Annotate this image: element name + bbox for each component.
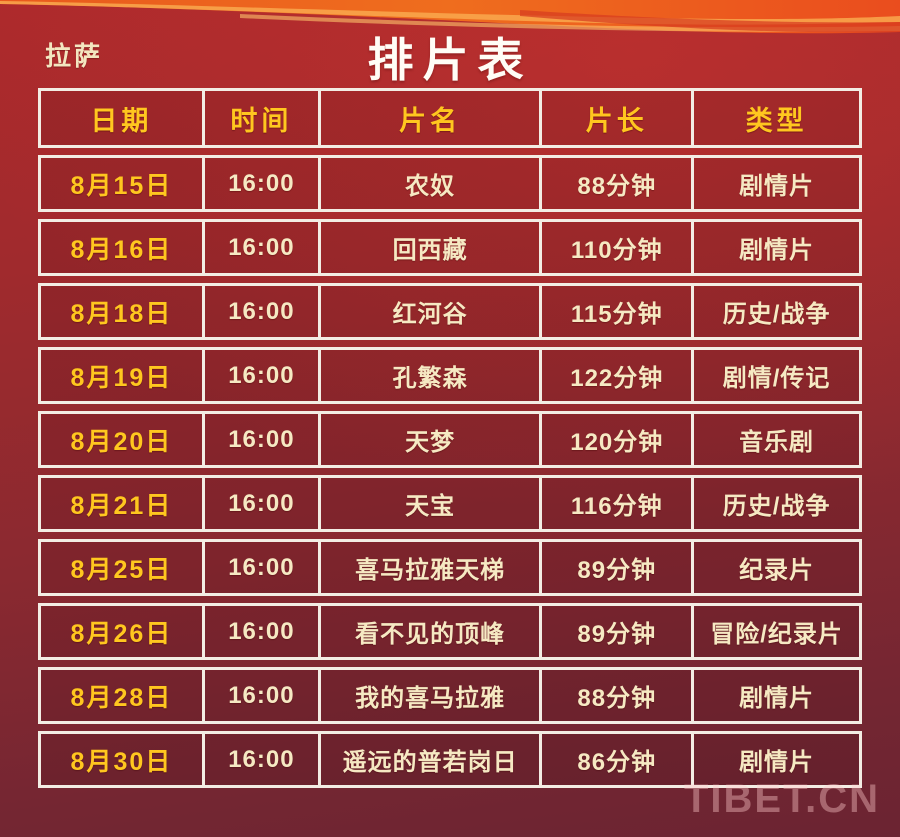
- genre-cell: 剧情/传记: [691, 350, 859, 401]
- genre-cell: 冒险/纪录片: [691, 606, 859, 657]
- time-cell: 16:00: [201, 286, 318, 337]
- genre-cell: 音乐剧: [691, 414, 859, 465]
- date-cell: 8月26日: [70, 619, 173, 648]
- date-cell: 8月18日: [70, 299, 173, 328]
- banner-swoosh-icon: [0, 0, 900, 34]
- genre-cell: 剧情片: [691, 158, 859, 209]
- duration-cell: 88分钟: [539, 670, 691, 721]
- film-title-cell: 农奴: [317, 158, 539, 209]
- column-header-film: 片名: [317, 91, 539, 145]
- film-title-cell: 遥远的普若岗日: [317, 734, 539, 785]
- table-row: 8月28日 16:00 我的喜马拉雅 88分钟 剧情片: [38, 667, 862, 724]
- date-cell: 8月16日: [70, 235, 173, 264]
- film-title-cell: 红河谷: [317, 286, 539, 337]
- table-row: 8月21日 16:00 天宝 116分钟 历史/战争: [38, 475, 862, 532]
- time-cell: 16:00: [201, 158, 318, 209]
- date-cell: 8月15日: [70, 171, 173, 200]
- time-cell: 16:00: [201, 670, 318, 721]
- table-row: 8月16日 16:00 回西藏 110分钟 剧情片: [38, 219, 862, 276]
- time-cell: 16:00: [201, 734, 318, 785]
- table-header-row: 日期 时间 片名 片长 类型: [38, 88, 862, 148]
- film-title-cell: 我的喜马拉雅: [317, 670, 539, 721]
- film-title-cell: 回西藏: [317, 222, 539, 273]
- film-title-cell: 天梦: [317, 414, 539, 465]
- time-cell: 16:00: [201, 350, 318, 401]
- time-cell: 16:00: [201, 222, 318, 273]
- time-cell: 16:00: [201, 606, 318, 657]
- date-cell: 8月19日: [70, 363, 173, 392]
- location-label: 拉萨: [45, 41, 104, 71]
- date-cell: 8月25日: [70, 555, 173, 584]
- duration-cell: 122分钟: [539, 350, 691, 401]
- column-header-time: 时间: [201, 91, 318, 145]
- film-title-cell: 喜马拉雅天梯: [317, 542, 539, 593]
- duration-cell: 120分钟: [539, 414, 691, 465]
- genre-cell: 剧情片: [691, 670, 859, 721]
- table-row: 8月19日 16:00 孔繁森 122分钟 剧情/传记: [38, 347, 862, 404]
- duration-cell: 116分钟: [539, 478, 691, 529]
- date-cell: 8月21日: [70, 491, 173, 520]
- duration-cell: 89分钟: [539, 542, 691, 593]
- table-row: 8月30日 16:00 遥远的普若岗日 86分钟 剧情片: [38, 731, 862, 788]
- duration-cell: 88分钟: [539, 158, 691, 209]
- duration-cell: 86分钟: [539, 734, 691, 785]
- genre-cell: 剧情片: [691, 222, 859, 273]
- table-row: 8月18日 16:00 红河谷 115分钟 历史/战争: [38, 283, 862, 340]
- table-row: 8月15日 16:00 农奴 88分钟 剧情片: [38, 155, 862, 212]
- column-header-date: 日期: [90, 105, 153, 136]
- page-title: 排片表: [367, 34, 533, 86]
- date-cell: 8月20日: [70, 427, 173, 456]
- time-cell: 16:00: [201, 414, 318, 465]
- table-row: 8月26日 16:00 看不见的顶峰 89分钟 冒险/纪录片: [38, 603, 862, 660]
- film-title-cell: 天宝: [317, 478, 539, 529]
- duration-cell: 115分钟: [539, 286, 691, 337]
- date-cell: 8月28日: [70, 683, 173, 712]
- genre-cell: 历史/战争: [691, 478, 859, 529]
- film-title-cell: 孔繁森: [317, 350, 539, 401]
- watermark-tibet-cn: TIBET.CN: [684, 777, 880, 821]
- duration-cell: 110分钟: [539, 222, 691, 273]
- schedule-table: 日期 时间 片名 片长 类型 8月15日 16:00 农奴 88分钟 剧情片 8…: [38, 88, 862, 788]
- date-cell: 8月30日: [70, 747, 173, 776]
- duration-cell: 89分钟: [539, 606, 691, 657]
- table-row: 8月25日 16:00 喜马拉雅天梯 89分钟 纪录片: [38, 539, 862, 596]
- time-cell: 16:00: [201, 478, 318, 529]
- time-cell: 16:00: [201, 542, 318, 593]
- table-body: 8月15日 16:00 农奴 88分钟 剧情片 8月16日 16:00 回西藏 …: [38, 155, 862, 788]
- column-header-genre: 类型: [691, 91, 859, 145]
- genre-cell: 剧情片: [691, 734, 859, 785]
- table-row: 8月20日 16:00 天梦 120分钟 音乐剧: [38, 411, 862, 468]
- genre-cell: 纪录片: [691, 542, 859, 593]
- column-header-duration: 片长: [539, 91, 691, 145]
- genre-cell: 历史/战争: [691, 286, 859, 337]
- film-title-cell: 看不见的顶峰: [317, 606, 539, 657]
